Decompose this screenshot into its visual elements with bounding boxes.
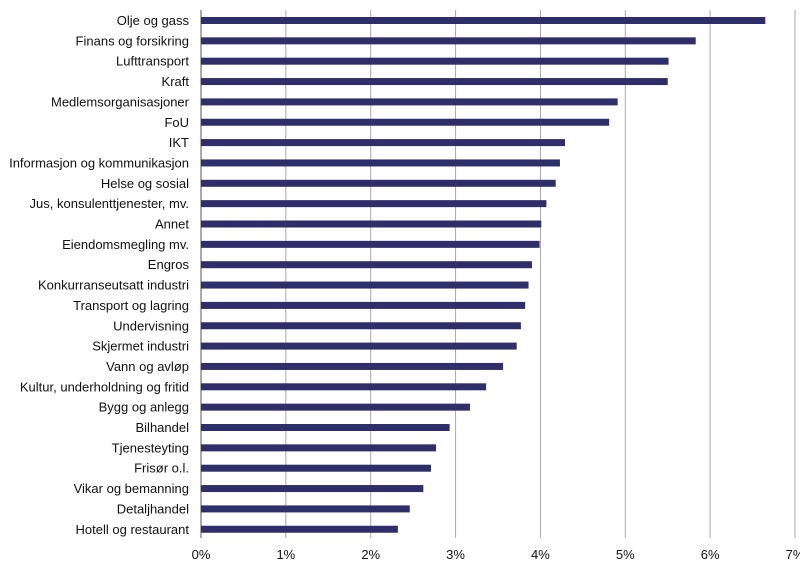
bar bbox=[201, 464, 431, 472]
bars bbox=[201, 17, 766, 533]
category-label: Engros bbox=[148, 257, 190, 272]
bar bbox=[201, 383, 487, 391]
x-tick-label: 4% bbox=[531, 547, 550, 562]
bar bbox=[201, 322, 521, 330]
category-label: Hotell og restaurant bbox=[76, 522, 190, 537]
bar bbox=[201, 444, 437, 452]
bar bbox=[201, 240, 540, 248]
bar bbox=[201, 159, 560, 167]
category-label: Annet bbox=[155, 217, 189, 232]
category-label: Helse og sosial bbox=[101, 176, 189, 191]
category-label: Eiendomsmegling mv. bbox=[62, 237, 189, 252]
category-label: FoU bbox=[164, 115, 189, 130]
category-label: Tjenesteyting bbox=[112, 440, 189, 455]
bar bbox=[201, 17, 766, 24]
category-label: Transport og lagring bbox=[73, 298, 189, 313]
category-label: IKT bbox=[169, 135, 189, 150]
bar bbox=[201, 200, 547, 208]
bar bbox=[201, 179, 556, 187]
category-labels: Olje og gass Finans og forsikring Lufttran… bbox=[9, 13, 190, 537]
bar bbox=[201, 281, 529, 289]
bar bbox=[201, 118, 610, 126]
x-tick-label: 1% bbox=[276, 547, 295, 562]
category-label: Medlemsorganisasjoner bbox=[51, 94, 190, 109]
category-label: Frisør o.l. bbox=[134, 461, 189, 476]
category-label: Detaljhandel bbox=[117, 501, 189, 516]
x-tick-label: 5% bbox=[616, 547, 635, 562]
category-label: Finans og forsikring bbox=[76, 33, 189, 48]
category-label: Bygg og anlegg bbox=[99, 400, 189, 415]
x-tick-label: 0% bbox=[192, 547, 211, 562]
category-label: Jus, konsulenttjenester, mv. bbox=[30, 196, 189, 211]
category-label: Bilhandel bbox=[136, 420, 190, 435]
x-tick-label: 7% bbox=[786, 547, 800, 562]
x-axis-ticks: 0% 1% 2% 3% 4% 5% 6% 7% bbox=[192, 547, 800, 562]
category-label: Vikar og bemanning bbox=[74, 481, 189, 496]
category-label: Kraft bbox=[162, 74, 190, 89]
category-label: Konkurranseutsatt industri bbox=[38, 278, 189, 293]
bar bbox=[201, 78, 668, 86]
category-label: Skjermet industri bbox=[92, 339, 189, 354]
category-label: Informasjon og kommunikasjon bbox=[9, 155, 189, 170]
bar bbox=[201, 403, 470, 411]
bar bbox=[201, 301, 526, 309]
bar bbox=[201, 505, 410, 513]
category-label: Undervisning bbox=[113, 318, 189, 333]
bar bbox=[201, 139, 566, 147]
bar bbox=[201, 98, 618, 106]
x-tick-label: 6% bbox=[701, 547, 720, 562]
bar bbox=[201, 37, 696, 45]
bar bbox=[201, 342, 517, 350]
x-tick-label: 2% bbox=[361, 547, 380, 562]
category-label: Olje og gass bbox=[117, 13, 190, 28]
bar bbox=[201, 362, 504, 370]
category-label: Vann og avløp bbox=[106, 359, 189, 374]
category-label: Lufttransport bbox=[116, 54, 189, 69]
bar bbox=[201, 424, 450, 431]
bar bbox=[201, 485, 424, 493]
bar bbox=[201, 261, 532, 269]
category-label: Kultur, underholdning og fritid bbox=[20, 379, 189, 394]
bar bbox=[201, 525, 398, 533]
grid-lines bbox=[200, 10, 796, 538]
bar bbox=[201, 57, 669, 65]
x-tick-label: 3% bbox=[446, 547, 465, 562]
bar bbox=[201, 220, 542, 228]
